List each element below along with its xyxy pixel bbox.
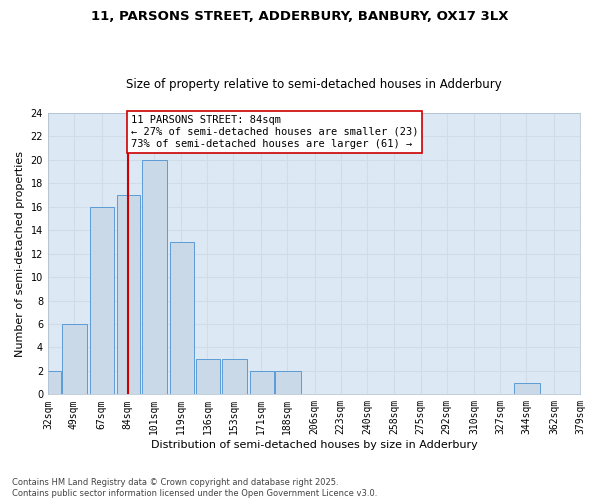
X-axis label: Distribution of semi-detached houses by size in Adderbury: Distribution of semi-detached houses by … [151, 440, 478, 450]
Bar [196, 359, 220, 394]
Bar [91, 207, 114, 394]
Bar [170, 242, 194, 394]
Bar [275, 371, 301, 394]
Y-axis label: Number of semi-detached properties: Number of semi-detached properties [15, 150, 25, 356]
Bar [250, 371, 274, 394]
Bar [142, 160, 167, 394]
Bar [116, 195, 140, 394]
Bar [221, 359, 247, 394]
Bar [514, 382, 540, 394]
Text: 11 PARSONS STREET: 84sqm
← 27% of semi-detached houses are smaller (23)
73% of s: 11 PARSONS STREET: 84sqm ← 27% of semi-d… [131, 116, 418, 148]
Text: Contains HM Land Registry data © Crown copyright and database right 2025.
Contai: Contains HM Land Registry data © Crown c… [12, 478, 377, 498]
Text: 11, PARSONS STREET, ADDERBURY, BANBURY, OX17 3LX: 11, PARSONS STREET, ADDERBURY, BANBURY, … [91, 10, 509, 23]
Title: Size of property relative to semi-detached houses in Adderbury: Size of property relative to semi-detach… [126, 78, 502, 91]
Bar [37, 371, 61, 394]
Bar [62, 324, 88, 394]
